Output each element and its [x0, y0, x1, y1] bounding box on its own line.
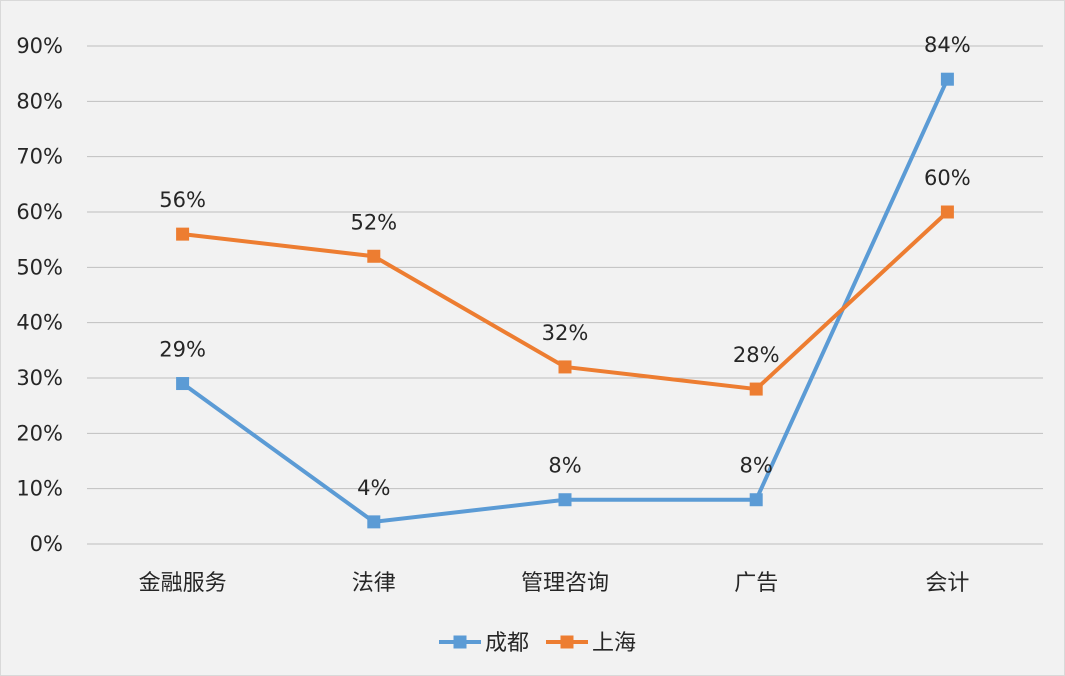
data-point-marker — [367, 515, 381, 529]
data-point-marker — [367, 249, 381, 263]
data-label: 84% — [924, 33, 971, 57]
series-markers — [176, 72, 954, 529]
x-category-label: 管理咨询 — [521, 571, 609, 596]
y-axis-tick-labels: 0% 10% 20% 30% 40% 50% 60% 70% 80% 90% — [16, 34, 63, 556]
legend-marker-0 — [453, 635, 467, 649]
x-category-label: 广告 — [734, 571, 778, 596]
legend-label: 上海 — [592, 631, 636, 656]
data-point-marker — [940, 205, 954, 219]
data-label: 28% — [733, 343, 780, 367]
data-label: 32% — [542, 321, 589, 345]
data-point-marker — [558, 493, 572, 507]
data-point-marker — [176, 377, 190, 391]
data-label: 8% — [740, 454, 773, 478]
data-point-marker — [176, 227, 190, 241]
y-tick-label: 30% — [16, 366, 63, 390]
gridlines — [87, 45, 1043, 545]
legend: 成都 上海 — [439, 631, 636, 656]
y-tick-label: 80% — [16, 89, 63, 113]
data-point-marker — [749, 493, 763, 507]
data-label: 29% — [159, 338, 206, 362]
legend-label: 成都 — [485, 631, 529, 656]
y-tick-label: 70% — [16, 145, 63, 169]
data-point-marker — [558, 360, 572, 374]
x-axis-category-labels: 金融服务 法律 管理咨询 广告 会计 — [139, 571, 970, 596]
data-labels: 29% 4% 8% 8% 84% 56% 52% 32% 28% 60% — [159, 33, 970, 500]
x-category-label: 金融服务 — [139, 571, 227, 596]
y-tick-label: 0% — [30, 532, 63, 556]
y-tick-label: 90% — [16, 34, 63, 58]
y-tick-label: 50% — [16, 255, 63, 279]
data-label: 4% — [357, 476, 390, 500]
data-label: 56% — [159, 188, 206, 212]
data-label: 8% — [548, 454, 581, 478]
data-label: 52% — [350, 210, 397, 234]
legend-marker-1 — [560, 635, 574, 649]
y-tick-label: 60% — [16, 200, 63, 224]
data-label: 60% — [924, 166, 971, 190]
y-tick-label: 40% — [16, 311, 63, 335]
data-point-marker — [940, 72, 954, 86]
x-category-label: 法律 — [352, 571, 396, 596]
data-point-marker — [749, 382, 763, 396]
x-category-label: 会计 — [925, 571, 969, 596]
y-tick-label: 10% — [16, 477, 63, 501]
y-tick-label: 20% — [16, 421, 63, 445]
